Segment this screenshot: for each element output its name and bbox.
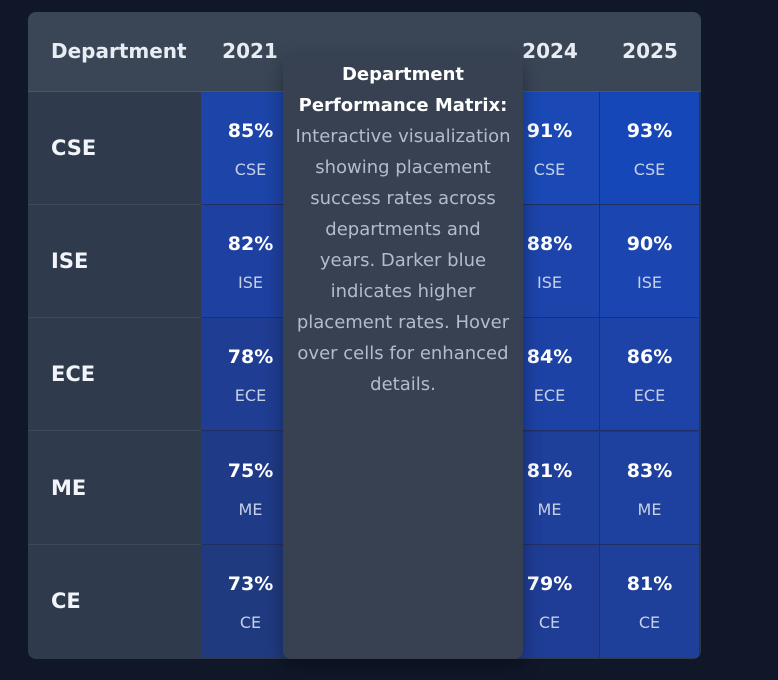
cell-percent: 93% [626,120,673,142]
cell-dept-label: ISE [637,273,662,292]
matrix-cell[interactable]: 93% CSE [600,92,700,205]
cell-percent: 73% [227,573,274,595]
matrix-header-row: Department 2021 2024 2025 [28,12,701,92]
cell-dept-label: ME [637,500,662,519]
cell-dept-label: CSE [234,160,267,179]
cell-dept-label: ECE [234,386,267,405]
matrix-cell[interactable]: 83% ME [600,432,700,545]
cell-dept-label: ECE [633,386,666,405]
header-department: Department [51,39,187,63]
matrix-row-ce: CE 73% CE 79% CE 81% CE [28,545,701,658]
row-label: CSE [28,92,201,205]
header-year-2021: 2021 [222,39,278,63]
matrix-cell[interactable]: 81% CE [600,545,700,658]
tooltip-title: Department Performance Matrix: [298,64,508,116]
cell-percent: 83% [626,460,673,482]
cell-percent: 75% [227,460,274,482]
matrix-cell[interactable]: 86% ECE [600,318,700,431]
cell-dept-label: ISE [537,273,562,292]
tooltip-body: Interactive visualization showing placem… [295,126,511,395]
row-label-text: ECE [51,362,96,386]
cell-percent: 85% [227,120,274,142]
matrix-tooltip: Department Performance Matrix: Interacti… [283,55,523,659]
cell-dept-label: ECE [533,386,566,405]
matrix-cell[interactable]: 90% ISE [600,205,700,318]
cell-percent: 88% [526,233,573,255]
cell-percent: 84% [526,346,573,368]
cell-dept-label: CSE [633,160,666,179]
row-label-text: ME [51,476,87,500]
cell-percent: 79% [526,573,573,595]
row-label-text: ISE [51,249,89,273]
cell-dept-label: CE [638,613,661,632]
cell-dept-label: ME [238,500,263,519]
cell-percent: 78% [227,346,274,368]
row-label: ECE [28,318,201,431]
row-label-text: CE [51,589,81,613]
matrix-row-me: ME 75% ME 81% ME 83% ME [28,432,701,545]
cell-percent: 90% [626,233,673,255]
cell-dept-label: CSE [533,160,566,179]
header-year-2025: 2025 [622,39,678,63]
cell-percent: 81% [526,460,573,482]
cell-percent: 91% [526,120,573,142]
cell-dept-label: CE [239,613,262,632]
cell-percent: 81% [626,573,673,595]
cell-percent: 82% [227,233,274,255]
cell-dept-label: CE [538,613,561,632]
cell-dept-label: ME [537,500,562,519]
row-label: CE [28,545,201,658]
cell-percent: 86% [626,346,673,368]
row-label-text: CSE [51,136,97,160]
header-year-2024: 2024 [522,39,578,63]
row-label: ME [28,432,201,545]
row-label: ISE [28,205,201,318]
cell-dept-label: ISE [238,273,263,292]
